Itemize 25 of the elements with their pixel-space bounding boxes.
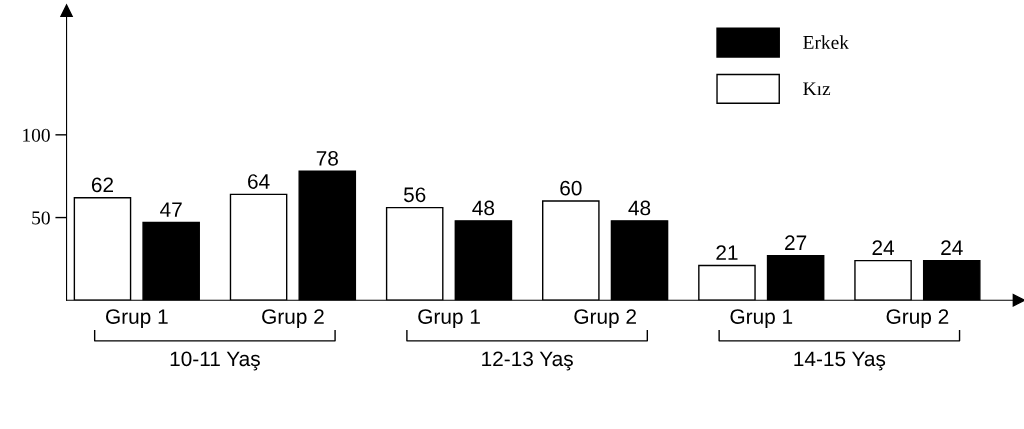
x-tick-label: Grup 2 [262, 309, 324, 329]
x-tick-label: Grup 1 [730, 309, 793, 329]
data-label: 62 [91, 177, 114, 193]
data-label: 47 [160, 202, 182, 217]
x-tick-label: Grup 1 [106, 309, 168, 329]
data-label: 27 [785, 235, 807, 250]
y-tick-label: 100 [23, 128, 50, 142]
legend-label: Kız [803, 82, 831, 96]
text: 12-13 Yaş [482, 351, 573, 371]
data-label: 56 [403, 187, 426, 203]
x-tick-label: Grup 2 [886, 309, 949, 329]
x-tick-label: Grup 1 [418, 309, 480, 329]
data-label: 48 [472, 200, 495, 216]
data-label: 60 [560, 180, 582, 196]
data-label: 64 [248, 174, 270, 189]
x-tick-label: Grup 2 [574, 309, 636, 329]
data-label: 78 [316, 150, 338, 166]
legend-label: Erkek [803, 35, 850, 50]
y-tick-label: 50 [32, 211, 50, 225]
data-label: 21 [716, 245, 738, 260]
data-label: 24 [872, 240, 895, 255]
text: 14-15 Yaş [794, 351, 886, 371]
text: 10-11 Yaş [170, 351, 260, 371]
data-label: 48 [628, 200, 651, 216]
data-label: 24 [941, 240, 963, 255]
